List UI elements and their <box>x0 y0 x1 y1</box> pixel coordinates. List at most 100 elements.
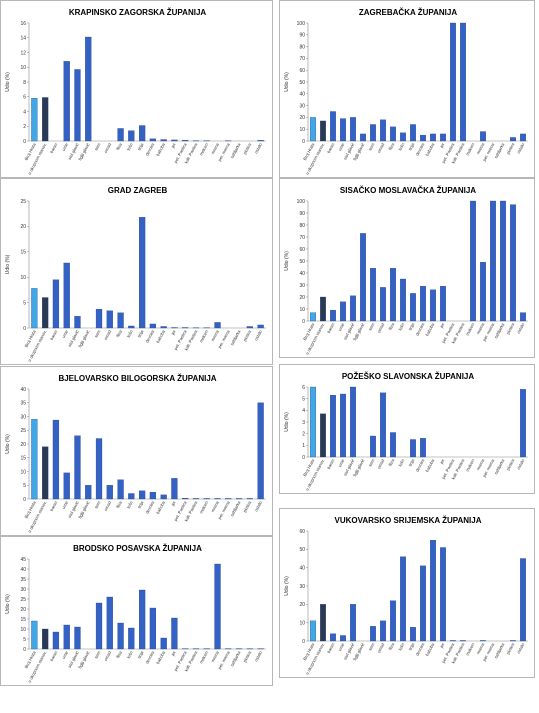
bar-fliza <box>117 128 124 142</box>
x-category-label: sabljarka <box>493 322 506 340</box>
bar-tinja <box>410 293 416 322</box>
y-tick-label: 40 <box>299 565 305 571</box>
bar-stol-glavić <box>350 295 356 322</box>
y-tick-label: 70 <box>299 235 305 241</box>
bar-stol-glavić <box>350 117 356 142</box>
y-tick-label: 10 <box>299 620 305 626</box>
bar-jer <box>171 327 178 329</box>
x-category-label: tinja <box>136 650 144 660</box>
bar-broj-hrata <box>310 117 316 142</box>
bar-ostalo <box>520 389 526 458</box>
x-category-label: baran <box>49 142 59 154</box>
x-category-label: jer <box>170 329 177 337</box>
y-tick-label: 2 <box>23 124 26 130</box>
x-category-label: fliza <box>387 642 395 652</box>
y-tick-label: 50 <box>299 80 305 86</box>
x-category-label: ostalo <box>516 322 526 335</box>
x-category-label: devnira <box>144 500 155 515</box>
y-tick-label: 35 <box>20 401 26 407</box>
bar-tinja <box>139 125 146 142</box>
x-category-label: mrena <box>210 500 220 513</box>
bar-pet-pastica <box>182 140 189 142</box>
bar-sem <box>95 309 103 329</box>
bar-tinja <box>139 589 146 650</box>
y-tick-label: 0 <box>302 139 305 145</box>
bar-ostalo <box>257 140 264 142</box>
bar-baboba <box>160 139 167 142</box>
y-tick-label: 80 <box>299 223 305 229</box>
x-category-label: mrena <box>210 142 220 155</box>
bar-figlji-glavić <box>85 36 92 142</box>
y-tick-label: 0 <box>23 326 26 332</box>
x-category-label: sabljarka <box>493 458 506 476</box>
x-category-label: sem <box>367 142 375 152</box>
bar-devnira <box>420 438 426 458</box>
y-tick-label: 12 <box>20 50 26 56</box>
bar-ume <box>340 301 346 322</box>
bar-omad <box>106 485 113 500</box>
x-category-label: omad <box>103 142 113 154</box>
bar-omad <box>106 310 113 329</box>
bar-devnira <box>149 323 156 329</box>
y-axis-label: Udio (%) <box>284 576 290 596</box>
bar-lušn <box>128 325 135 329</box>
bar-ume <box>63 262 70 329</box>
chart-panel-grad-zagreb: GRAD ZAGREB Udio (%) 0 5 10 15 20 25 Broj Hrata u… <box>0 178 273 365</box>
x-category-label: ume <box>61 650 70 660</box>
bar-broj-hrata <box>310 620 316 642</box>
bar-tinja <box>139 490 146 500</box>
bar-sem <box>370 435 376 458</box>
x-category-label: jer <box>170 500 177 508</box>
bar-mrena <box>214 563 221 650</box>
x-category-label: devnira <box>415 642 426 657</box>
x-category-label: lušn <box>126 329 134 339</box>
y-tick-label: 100 <box>297 21 306 27</box>
x-category-label: fliza <box>387 142 395 152</box>
x-category-label: mrena <box>475 322 485 335</box>
bar-tinja <box>139 217 146 329</box>
y-tick-label: 90 <box>299 211 305 217</box>
chart-panel-pozesko-slavonska: POŽEŠKO SLAVONSKA ŽUPANIJA Udio (%) 0 1 2 3 4 5… <box>279 364 535 494</box>
x-category-label: sem <box>93 329 101 339</box>
x-category-label: ume <box>61 329 70 339</box>
y-tick-label: 1 <box>302 443 305 449</box>
x-category-label: malcen <box>198 142 209 157</box>
chart-title: KRAPINSKO ZAGORSKA ŽUPANIJA <box>69 8 207 17</box>
x-category-label: omad <box>376 142 386 154</box>
bar-sem <box>95 602 103 650</box>
y-tick-label: 30 <box>299 283 305 289</box>
bar-figlji-glavić <box>85 485 92 500</box>
bar-sem <box>370 268 376 322</box>
x-category-label: tinja <box>136 142 144 152</box>
bar-baran <box>52 631 60 650</box>
y-tick-label: 6 <box>302 385 305 391</box>
chart-title: GRAD ZAGREB <box>108 186 168 195</box>
x-category-label: plotica <box>242 500 252 514</box>
x-category-label: devnira <box>415 322 426 337</box>
y-tick-label: 20 <box>299 295 305 301</box>
x-category-label: lušn <box>397 642 405 652</box>
x-category-label: ume <box>337 458 346 468</box>
bar-u-ukupnom-stanov- <box>320 296 326 322</box>
bar-omad <box>380 287 386 322</box>
x-category-label: malcen <box>198 650 209 665</box>
x-category-label: devnira <box>144 329 155 344</box>
bar-mrena <box>480 131 486 142</box>
bar-omad <box>380 392 386 458</box>
bar-ostalo <box>257 402 264 500</box>
y-tick-label: 0 <box>23 139 26 145</box>
x-category-label: plotica <box>505 642 515 656</box>
x-category-label: lušn <box>397 142 405 152</box>
bar-broj-hrata <box>31 419 38 500</box>
y-tick-label: 0 <box>23 497 26 503</box>
y-tick-label: 0 <box>302 319 305 325</box>
x-category-label: mrena <box>210 650 220 663</box>
y-tick-label: 5 <box>23 637 26 643</box>
y-tick-label: 20 <box>20 442 26 448</box>
y-tick-label: 60 <box>299 247 305 253</box>
x-category-label: sem <box>367 642 375 652</box>
bar-jer <box>440 133 446 142</box>
bar-u-ukupnom-stanov- <box>42 97 49 142</box>
bar-jer <box>171 617 178 650</box>
